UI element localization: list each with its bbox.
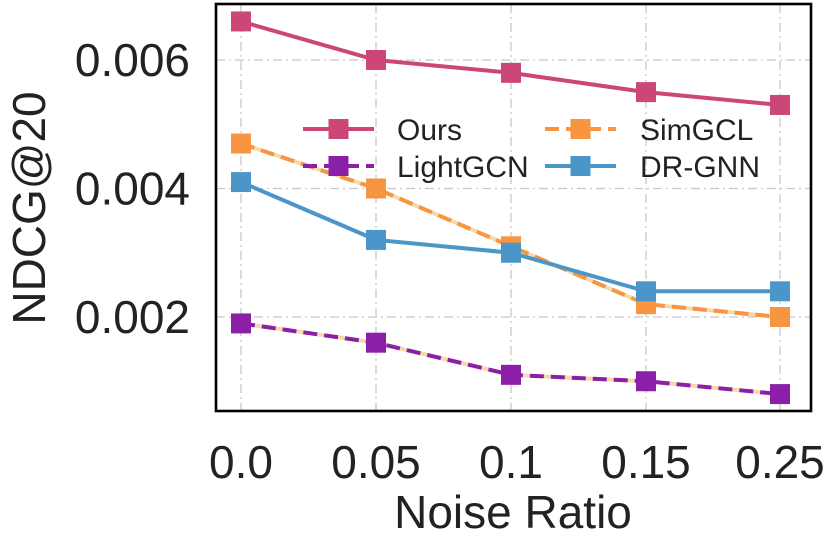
- data-point: [770, 307, 790, 327]
- legend-marker: [570, 156, 591, 176]
- y-axis-title: NDCG@20: [3, 91, 55, 324]
- legend-item-ours: Ours: [303, 114, 462, 147]
- series-layer: [231, 11, 790, 405]
- y-tick-label: 0.004: [75, 163, 190, 215]
- data-point: [636, 371, 656, 392]
- legend-item-lightgcn: LightGCN: [303, 151, 529, 184]
- data-point: [366, 229, 386, 250]
- series-dr-gnn: [231, 172, 790, 302]
- legend-item-dr-gnn: DR-GNN: [545, 151, 760, 184]
- x-axis-title: Noise Ratio: [394, 486, 632, 538]
- data-point: [501, 242, 521, 263]
- x-tick-label: 0.0: [209, 436, 273, 488]
- legend-marker: [570, 119, 591, 139]
- data-point: [636, 281, 656, 302]
- data-point: [501, 364, 521, 385]
- x-tick-label: 0.1: [479, 436, 543, 488]
- data-point: [366, 178, 386, 199]
- legend-item-simgcl: SimGCL: [545, 114, 753, 147]
- y-tick-labels: 0.002 0.004 0.006: [75, 34, 190, 343]
- data-point: [770, 94, 790, 115]
- legend-label: SimGCL: [640, 114, 753, 147]
- data-point: [231, 11, 251, 32]
- data-point: [366, 332, 386, 353]
- x-tick-labels: 0.0 0.05 0.1 0.15 0.25: [209, 436, 825, 488]
- x-tick-label: 0.15: [601, 436, 691, 488]
- y-tick-label: 0.002: [75, 291, 190, 343]
- x-tick-label: 0.25: [735, 436, 825, 488]
- series-lightgcn: [231, 313, 790, 405]
- data-point: [366, 50, 386, 70]
- plot-frame: [214, 2, 813, 413]
- legend-marker: [328, 119, 349, 139]
- y-tick-label: 0.006: [75, 34, 190, 86]
- data-point: [501, 62, 521, 83]
- grid-lines: [216, 4, 811, 411]
- data-point: [231, 172, 251, 193]
- data-point: [231, 133, 251, 154]
- data-point: [770, 281, 790, 302]
- legend-label: DR-GNN: [640, 151, 760, 184]
- legend: Ours SimGCL LightGCN DR-GNN: [303, 114, 760, 184]
- legend-label: LightGCN: [397, 151, 529, 184]
- legend-marker: [328, 156, 349, 176]
- x-tick-label: 0.05: [331, 436, 421, 488]
- data-point: [231, 313, 251, 334]
- data-point: [636, 82, 656, 103]
- data-point: [770, 384, 790, 405]
- legend-label: Ours: [397, 114, 462, 147]
- series-ours: [231, 11, 790, 115]
